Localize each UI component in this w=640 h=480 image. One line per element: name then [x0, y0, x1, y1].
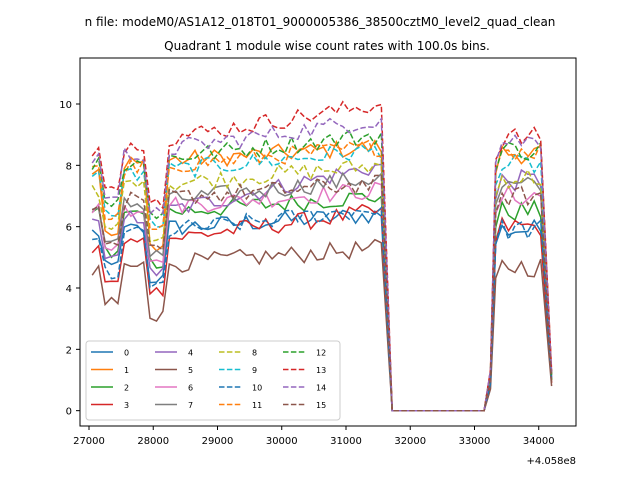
legend-entry-7: 7	[188, 401, 193, 410]
axes-frame	[79, 57, 577, 427]
x-tick-label: 29000	[202, 436, 234, 447]
y-axis: 0 2 4 6 8 10	[59, 100, 80, 418]
legend-entry-10: 10	[252, 384, 262, 393]
legend-entry-3: 3	[124, 401, 129, 410]
y-tick-label: 10	[59, 100, 72, 111]
legend-entry-1: 1	[124, 366, 129, 375]
series-line-14	[91, 116, 553, 412]
legend-entry-4: 4	[188, 349, 193, 358]
x-tick-label: 32000	[394, 436, 426, 447]
series-lines	[91, 100, 553, 412]
y-tick-label: 0	[66, 407, 72, 418]
legend-entry-14: 14	[316, 384, 326, 393]
legend-entry-6: 6	[188, 384, 193, 393]
x-tick-label: 28000	[137, 436, 169, 447]
y-tick-label: 4	[66, 284, 72, 295]
x-tick-label: 27000	[73, 436, 105, 447]
y-tick-label: 8	[66, 161, 72, 172]
series-line-15	[91, 174, 553, 412]
y-tick-label: 6	[66, 223, 72, 234]
chart-title: Quadrant 1 module wise count rates with …	[164, 39, 490, 53]
x-tick-label: 31000	[330, 436, 362, 447]
legend-entry-9: 9	[252, 366, 257, 375]
legend-entry-8: 8	[252, 349, 257, 358]
legend-entry-12: 12	[316, 349, 326, 358]
x-tick-label: 30000	[266, 436, 298, 447]
legend-entry-5: 5	[188, 366, 193, 375]
legend-box	[85, 340, 341, 421]
series-line-8	[91, 159, 553, 412]
x-axis: 27000 28000 29000 30000 31000 32000 33000 34000	[73, 426, 555, 447]
legend-entry-15: 15	[316, 401, 326, 410]
x-offset-label: +4.058e8	[526, 456, 576, 467]
x-tick-label: 33000	[459, 436, 491, 447]
legend-entry-11: 11	[252, 401, 262, 410]
x-tick-label: 34000	[523, 436, 555, 447]
y-tick-label: 2	[66, 345, 72, 356]
legend-entry-0: 0	[124, 349, 129, 358]
chart-suptitle: n file: modeM0/AS1A12_018T01_9000005386_…	[85, 15, 556, 29]
legend-entry-2: 2	[124, 384, 129, 393]
legend-entry-13: 13	[316, 366, 326, 375]
